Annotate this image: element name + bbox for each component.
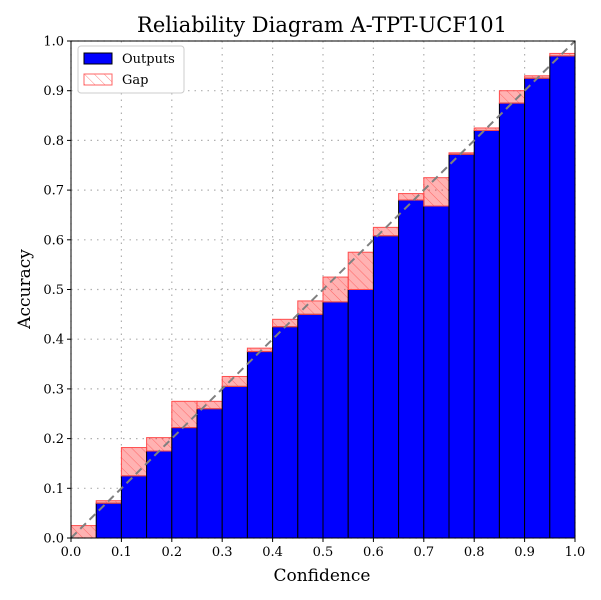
- bar-gap: [322, 276, 349, 303]
- bar-outputs: [120, 475, 148, 539]
- bar-outputs: [448, 153, 475, 539]
- y-tick-label: 0.6: [43, 233, 64, 248]
- bar-outputs: [146, 450, 173, 539]
- bar-outputs: [549, 55, 576, 539]
- legend: Outputs Gap: [77, 45, 185, 94]
- bar-gap: [347, 251, 374, 291]
- x-tick-label: 0.6: [363, 545, 384, 560]
- y-tick-label: 1.0: [43, 35, 64, 50]
- y-tick-label: 0.1: [43, 482, 64, 497]
- x-tick-label: 0.8: [464, 545, 485, 560]
- bar-gap: [372, 226, 400, 237]
- bar-gap: [398, 193, 425, 201]
- y-axis-ticks: 0.0 0.1 0.2 0.3 0.4 0.5 0.6 0.7 0.8 0.9 1.0: [43, 35, 71, 547]
- x-axis-ticks: 0.0 0.1 0.2 0.3 0.4 0.5 0.6 0.7 0.8 0.9 1.0: [61, 538, 586, 560]
- perfect-calibration-line: [70, 40, 576, 539]
- y-tick-label: 0.7: [43, 184, 64, 199]
- y-tick-label: 0.2: [43, 432, 64, 447]
- bar-outputs: [524, 77, 551, 539]
- bars: [70, 52, 576, 539]
- x-tick-label: 0.2: [161, 545, 182, 560]
- bar-outputs: [398, 199, 425, 539]
- bar-gap: [120, 447, 148, 477]
- bar-outputs: [498, 102, 526, 539]
- bar-gap: [221, 375, 248, 387]
- bar-gap: [297, 300, 324, 315]
- bar-outputs: [473, 129, 500, 539]
- bar-outputs: [246, 351, 274, 539]
- bar-gap: [196, 400, 223, 410]
- x-tick-label: 0.7: [413, 545, 434, 560]
- bar-outputs: [196, 408, 223, 539]
- bar-gap: [473, 127, 500, 131]
- x-axis-label: Confidence: [273, 566, 370, 586]
- y-tick-label: 0.5: [43, 283, 64, 298]
- bar-outputs: [322, 301, 349, 539]
- legend-swatch-outputs: [83, 52, 113, 65]
- bar-outputs: [372, 235, 400, 539]
- legend-swatch-gap: [83, 73, 113, 86]
- bar-gap: [70, 525, 97, 539]
- x-tick-label: 0.1: [111, 545, 132, 560]
- x-tick-label: 1.0: [565, 545, 586, 560]
- bar-outputs: [423, 205, 450, 539]
- y-tick-label: 0.3: [43, 382, 64, 397]
- bar-outputs: [272, 326, 299, 539]
- legend-label-outputs: Outputs: [122, 52, 175, 67]
- x-tick-label: 0.9: [514, 545, 535, 560]
- y-tick-label: 0.9: [43, 84, 64, 99]
- x-tick-label: 0.5: [313, 545, 334, 560]
- y-tick-label: 0.8: [43, 134, 64, 149]
- chart-title: Reliability Diagram A-TPT-UCF101: [137, 13, 507, 37]
- bar-gap: [498, 90, 526, 104]
- y-tick-label: 0.0: [43, 532, 64, 547]
- y-tick-label: 0.4: [43, 333, 64, 348]
- bar-gap: [171, 400, 198, 429]
- bar-gap: [423, 177, 450, 207]
- x-tick-label: 0.3: [212, 545, 233, 560]
- bar-outputs: [171, 427, 198, 539]
- bar-outputs: [347, 289, 374, 539]
- x-tick-label: 0.4: [262, 545, 283, 560]
- legend-label-gap: Gap: [122, 73, 148, 88]
- bar-outputs: [297, 313, 324, 539]
- bar-outputs: [221, 385, 248, 539]
- x-tick-label: 0.0: [61, 545, 82, 560]
- bar-gap: [146, 437, 173, 452]
- y-axis-label: Accuracy: [15, 249, 35, 330]
